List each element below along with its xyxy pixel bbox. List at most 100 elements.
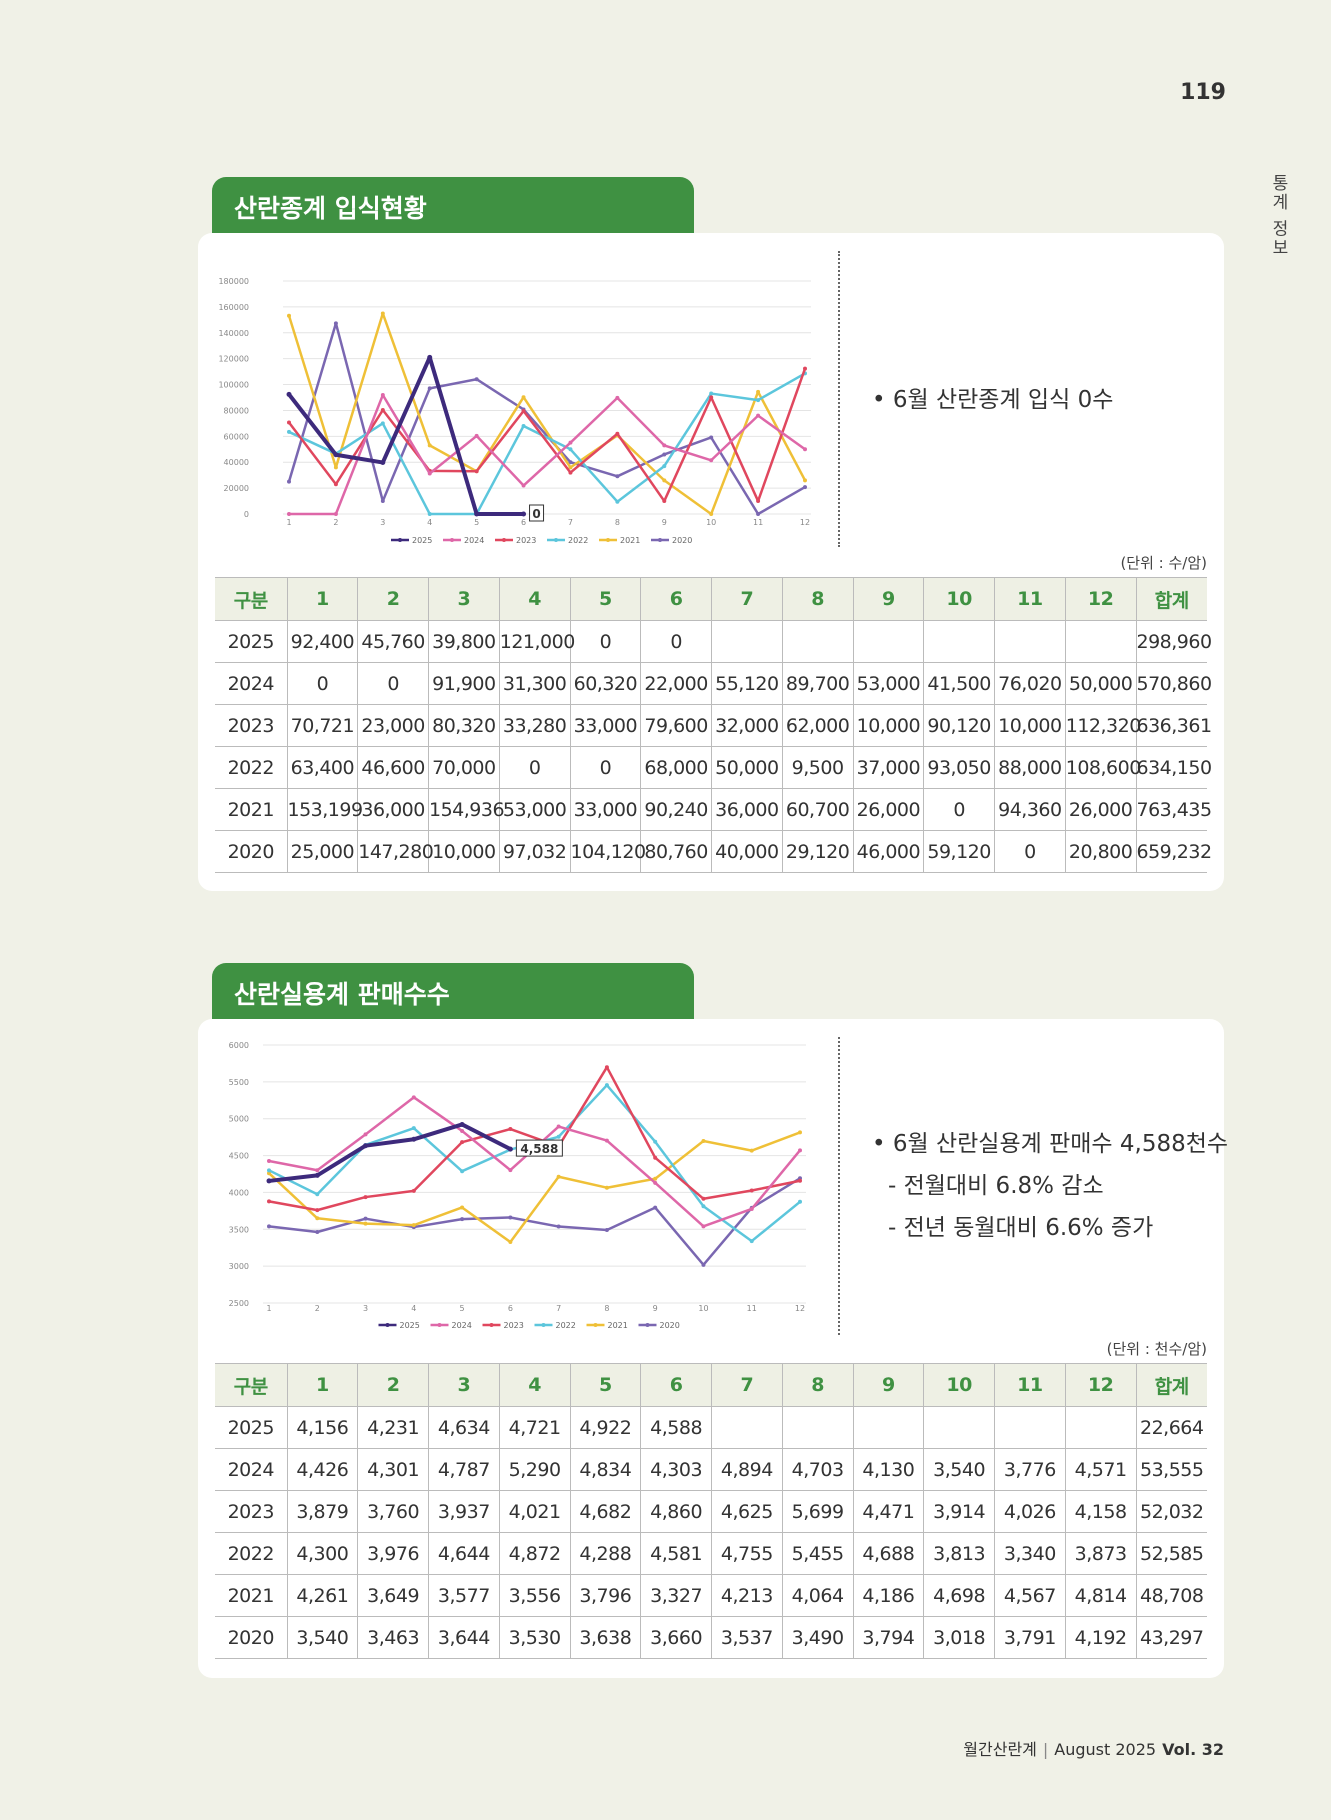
table-cell	[852, 620, 924, 663]
table-cell: 636,361	[1135, 704, 1212, 747]
point	[701, 1204, 706, 1209]
legend-label: 2021	[608, 1321, 628, 1330]
y-tick-label: 5500	[229, 1078, 249, 1087]
table-cell: 4,192	[1064, 1616, 1136, 1659]
table-cell: 570,860	[1135, 662, 1212, 705]
footer: 월간산란계 | August 2025 Vol. 32	[963, 1740, 1224, 1759]
point	[380, 408, 385, 413]
table-cell: 3,537	[711, 1616, 783, 1659]
point	[380, 311, 385, 316]
series-line	[288, 372, 806, 516]
point	[333, 482, 338, 487]
table-cell: 634,150	[1135, 746, 1212, 789]
y-tick-label: 60000	[224, 432, 249, 441]
point	[615, 499, 620, 504]
point	[314, 1172, 320, 1178]
table-cell: 76,020	[994, 662, 1066, 705]
section-tab: 산란종계 입식현황	[212, 177, 694, 233]
table-cell: 4,471	[852, 1490, 924, 1533]
annotation: 0	[532, 507, 540, 521]
legend-label: 2022	[568, 536, 588, 545]
point	[701, 1262, 706, 1267]
table-cell: 153,199	[286, 788, 363, 831]
table-cell	[852, 1406, 924, 1449]
point	[709, 395, 714, 400]
table-cell: 29,120	[781, 830, 853, 873]
table-cell: 43,297	[1135, 1616, 1207, 1659]
table-cell: 3,776	[994, 1448, 1066, 1491]
legend-label: 2023	[516, 536, 536, 545]
y-tick-label: 160000	[218, 303, 249, 312]
bullets: • 6월 산란종계 입식 0수	[872, 379, 1113, 421]
y-tick-label: 3500	[229, 1225, 249, 1234]
point	[604, 1083, 609, 1088]
legend-dot	[593, 1323, 598, 1327]
point	[287, 429, 291, 434]
table-cell: 2020	[215, 1616, 287, 1659]
point	[701, 1224, 706, 1229]
legend-dot	[658, 538, 662, 542]
table-cell: 4,698	[923, 1574, 995, 1617]
point	[709, 435, 714, 440]
table-cell: 4,186	[852, 1574, 924, 1617]
y-tick-label: 100000	[218, 381, 249, 390]
table-cell: 93,050	[923, 746, 995, 789]
header-cell: 2	[357, 1363, 429, 1407]
table-cell: 10,000	[852, 704, 924, 747]
legend-dot	[398, 538, 402, 542]
table-cell: 46,600	[357, 746, 429, 789]
x-tick-label: 4	[427, 518, 432, 527]
y-tick-label: 3000	[229, 1262, 249, 1271]
table-cell	[994, 1406, 1066, 1449]
table-cell: 80,760	[640, 830, 712, 873]
x-tick-label: 12	[795, 1304, 805, 1313]
header-cell: 6	[640, 577, 712, 621]
point	[474, 469, 479, 474]
legend-label: 2024	[452, 1321, 472, 1330]
y-tick-label: 6000	[229, 1041, 249, 1050]
table-row: 2024 0 0 91,900 31,300 60,320 22,000 55,120 89,7…	[215, 662, 1212, 705]
point	[521, 408, 526, 413]
header-cell: 11	[994, 1363, 1066, 1407]
point	[749, 1239, 754, 1244]
table-cell: 25,000	[286, 830, 358, 873]
point	[315, 1216, 320, 1221]
table-cell: 40,000	[711, 830, 783, 873]
table-cell: 0	[357, 662, 429, 705]
chart: 0 20000 40000 60000 80000 100000 120000 140000 1…	[218, 277, 811, 545]
point	[568, 470, 573, 475]
point	[662, 452, 667, 457]
table-cell: 92,400	[286, 620, 358, 663]
table-cell: 121,000	[498, 620, 575, 663]
point	[363, 1143, 369, 1149]
table-cell: 4,872	[498, 1532, 570, 1575]
point	[460, 1140, 465, 1145]
y-tick-label: 140000	[218, 329, 249, 338]
table-cell: 52,032	[1135, 1490, 1207, 1533]
table-cell: 53,000	[852, 662, 924, 705]
table-cell: 45,760	[357, 620, 429, 663]
table-cell: 26,000	[852, 788, 924, 831]
table-cell: 4,231	[357, 1406, 429, 1449]
table-cell: 23,000	[357, 704, 429, 747]
point	[459, 1121, 465, 1127]
table-cell: 3,490	[781, 1616, 853, 1659]
y-tick-label: 180000	[218, 277, 249, 286]
point	[521, 483, 526, 488]
table-row: 2021 153,199 36,000 154,936 53,000 33,000 90,2…	[215, 788, 1212, 831]
y-tick-label: 5000	[229, 1115, 249, 1124]
point	[653, 1176, 658, 1181]
legend-label: 2020	[660, 1321, 680, 1330]
table-cell: 36,000	[711, 788, 783, 831]
point	[709, 512, 714, 516]
series-line	[268, 1122, 512, 1183]
point	[287, 420, 291, 425]
x-tick-label: 2	[315, 1304, 320, 1313]
table-cell: 0	[498, 746, 570, 789]
point	[380, 459, 386, 465]
table-cell: 5,290	[498, 1448, 570, 1491]
annotation-box	[515, 1139, 563, 1157]
legend-label: 2025	[400, 1321, 420, 1330]
y-tick-label: 80000	[224, 406, 249, 415]
